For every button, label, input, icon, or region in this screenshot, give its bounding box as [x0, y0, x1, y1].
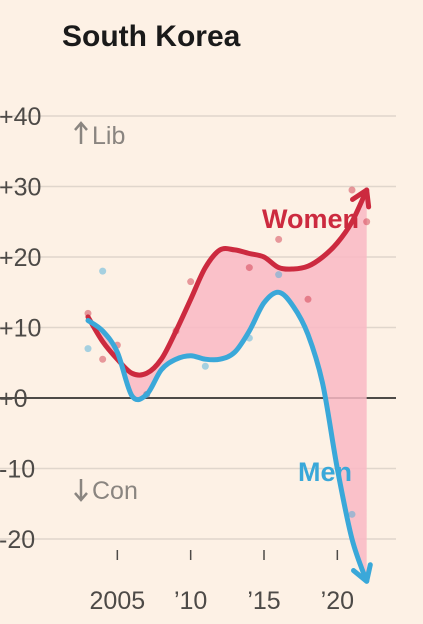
women-data-point — [275, 235, 283, 243]
y-tick-label: +20 — [0, 244, 41, 272]
fill-between-series — [88, 190, 367, 582]
men-data-point — [275, 271, 283, 279]
x-tick-label: ’15 — [247, 587, 280, 615]
y-tick-label: +0 — [0, 385, 28, 413]
women-line — [85, 187, 370, 378]
women-data-point — [99, 355, 107, 363]
y-tick-label: -20 — [0, 526, 35, 554]
y-tick-label: +30 — [0, 174, 41, 202]
down-arrow-icon — [74, 479, 88, 502]
women-data-point — [363, 218, 371, 226]
y-tick-label: -10 — [0, 456, 35, 484]
gridlines — [0, 115, 396, 540]
y-tick-label: +40 — [0, 103, 41, 131]
women-series-label: Women — [262, 204, 359, 234]
women-data-point — [304, 295, 312, 303]
chart-title: South Korea — [62, 20, 241, 53]
men-data-point — [201, 362, 209, 370]
con-annotation: Con — [74, 477, 138, 505]
men-series-label: Men — [298, 457, 352, 487]
con-label: Con — [92, 477, 138, 505]
men-data-point — [99, 267, 107, 275]
x-tick-label: ’10 — [174, 587, 207, 615]
men-arrowhead — [351, 562, 373, 584]
y-axis-ticks: +40 +30 +20 +10 +0 -10 -20 — [0, 103, 41, 554]
x-tick-label: ’20 — [321, 587, 354, 615]
lib-annotation: Lib — [74, 121, 125, 150]
x-axis-ticks: 2005 ’10 ’15 ’20 — [90, 550, 354, 615]
men-data-point — [84, 345, 92, 353]
women-data-point — [348, 186, 356, 194]
lib-label: Lib — [92, 122, 125, 150]
women-data-point — [245, 264, 253, 272]
up-arrow-icon — [74, 121, 88, 144]
women-data-point — [187, 278, 195, 286]
series-lines — [85, 187, 373, 584]
men-line — [85, 289, 370, 584]
y-tick-label: +10 — [0, 315, 41, 343]
women-arrowhead — [350, 187, 372, 210]
gap-fill-area — [88, 190, 367, 582]
men-data-point — [348, 510, 356, 518]
x-tick-label: 2005 — [90, 587, 146, 615]
